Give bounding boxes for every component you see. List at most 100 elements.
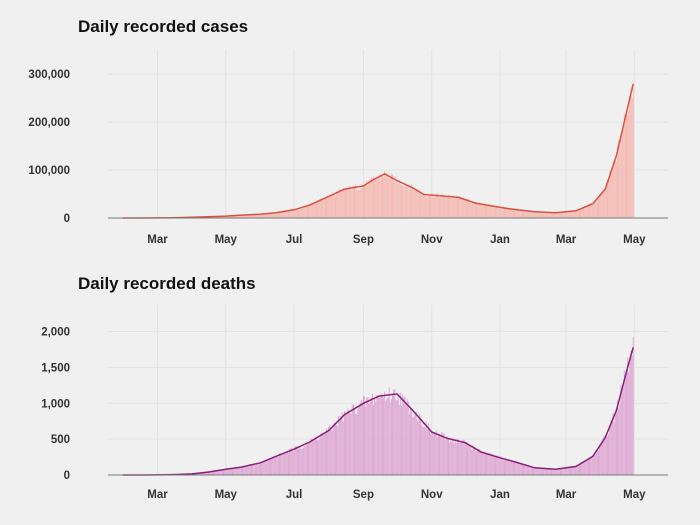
deaths-bar xyxy=(218,470,220,475)
deaths-bar xyxy=(605,434,607,475)
cases-bar xyxy=(412,187,414,218)
cases-bar xyxy=(440,195,442,218)
deaths-bar xyxy=(347,408,349,475)
cases-bar xyxy=(371,177,373,218)
cases-bar xyxy=(340,189,342,218)
cases-bar xyxy=(448,194,449,218)
deaths-bar xyxy=(501,458,503,475)
cases-bar xyxy=(526,210,528,218)
deaths-bar xyxy=(454,439,456,475)
deaths-bar xyxy=(622,383,624,475)
deaths-bar xyxy=(252,464,254,475)
deaths-y-tick-label: 2,000 xyxy=(41,327,70,339)
deaths-bar xyxy=(385,400,387,475)
cases-y-tick-label: 100,000 xyxy=(28,165,70,177)
cases-bar xyxy=(465,201,467,218)
deaths-bar xyxy=(245,465,247,475)
deaths-bar xyxy=(295,446,297,475)
deaths-bar xyxy=(333,422,335,475)
deaths-bar xyxy=(312,439,314,475)
deaths-bar xyxy=(542,468,544,475)
cases-bar xyxy=(318,202,320,218)
deaths-bar xyxy=(340,416,342,475)
cases-bar xyxy=(219,216,221,218)
cases-bar xyxy=(501,208,503,218)
deaths-bar xyxy=(538,467,540,475)
cases-bar xyxy=(225,215,227,218)
cases-bar xyxy=(233,215,235,218)
deaths-bar xyxy=(421,424,423,475)
deaths-bar xyxy=(336,425,338,475)
cases-bar xyxy=(334,195,336,218)
cases-bar xyxy=(379,178,381,218)
cases-bar xyxy=(487,206,489,218)
cases-bar xyxy=(264,213,266,218)
cases-bar xyxy=(425,196,427,218)
deaths-bar xyxy=(537,468,539,475)
cases-bar xyxy=(523,210,524,218)
deaths-bar xyxy=(289,449,291,475)
deaths-bar xyxy=(258,464,260,475)
deaths-bar xyxy=(593,454,595,475)
cases-bar xyxy=(342,187,344,218)
deaths-bar xyxy=(244,465,246,475)
cases-bar xyxy=(420,191,422,218)
deaths-bar xyxy=(474,450,476,475)
deaths-bar xyxy=(568,467,570,475)
cases-bar xyxy=(538,211,540,218)
cases-bar xyxy=(492,205,494,218)
deaths-bar xyxy=(586,460,588,475)
deaths-bar xyxy=(523,464,524,475)
deaths-bar xyxy=(292,451,294,475)
cases-x-tick-label: Nov xyxy=(421,234,443,246)
deaths-bar xyxy=(299,446,301,475)
cases-bar xyxy=(535,211,537,218)
cases-bar xyxy=(615,161,617,218)
cases-bar xyxy=(277,212,279,218)
cases-bar xyxy=(594,200,596,218)
cases-bar xyxy=(345,189,347,218)
cases-bar xyxy=(253,214,255,218)
deaths-bar xyxy=(221,469,223,475)
cases-bar xyxy=(329,197,331,218)
deaths-bar xyxy=(320,434,322,475)
cases-bar xyxy=(254,214,256,218)
cases-bar xyxy=(491,206,493,218)
deaths-bar xyxy=(477,448,479,475)
deaths-bar xyxy=(620,384,622,475)
cases-bar xyxy=(568,211,570,218)
deaths-bar xyxy=(561,468,563,475)
deaths-bar xyxy=(529,465,531,475)
cases-bar xyxy=(629,95,631,218)
deaths-bar xyxy=(266,459,268,475)
cases-bar xyxy=(496,205,498,218)
deaths-bar xyxy=(429,428,430,475)
deaths-bar xyxy=(632,337,634,475)
deaths-bar xyxy=(427,423,429,475)
cases-bar xyxy=(245,214,247,218)
cases-bar xyxy=(452,197,454,218)
cases-bar xyxy=(310,205,312,218)
deaths-bar xyxy=(579,464,580,475)
cases-bar xyxy=(292,210,294,218)
cases-bar xyxy=(236,215,238,218)
cases-bar xyxy=(259,214,261,218)
deaths-bar xyxy=(356,414,358,475)
deaths-bar xyxy=(248,465,250,475)
cases-bar xyxy=(555,213,557,218)
cases-bar xyxy=(365,185,367,218)
cases-bar xyxy=(454,198,456,218)
cases-bar xyxy=(461,198,463,218)
deaths-bar xyxy=(580,463,582,475)
deaths-bar xyxy=(459,442,461,475)
cases-bar xyxy=(437,195,439,218)
deaths-bar xyxy=(502,458,504,475)
deaths-bar xyxy=(362,396,364,475)
cases-bar xyxy=(350,190,352,218)
cases-bar xyxy=(274,213,276,218)
deaths-bar xyxy=(226,469,228,475)
cases-bar xyxy=(360,187,362,218)
deaths-bar xyxy=(219,469,221,475)
cases-bar xyxy=(627,114,629,218)
cases-bar xyxy=(283,212,285,218)
